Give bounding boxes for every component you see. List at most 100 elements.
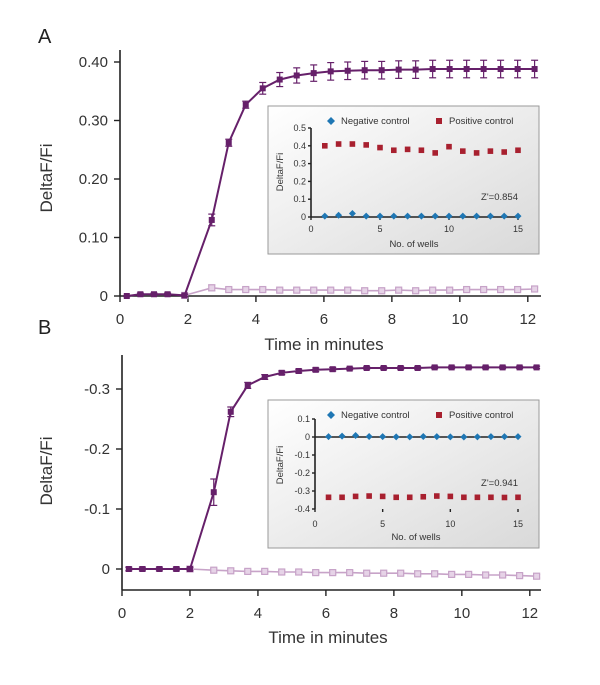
- panel-a-inset-negative-control-point: [445, 212, 453, 220]
- panel-a-y-tick-label: 0: [100, 288, 108, 305]
- panel-a-letter: A: [38, 26, 52, 48]
- panel-a-negative-control-point: [497, 285, 505, 294]
- panel-a-positive-control-point: [395, 66, 402, 73]
- panel-a-inset-positive-control-point: [391, 147, 397, 154]
- panel-a-positive-control-point: [310, 70, 317, 77]
- panel-a-x-tick-label: 8: [388, 311, 396, 328]
- panel-a-x-tick-label: 4: [252, 311, 260, 328]
- panel-b-inset-negative-control-point: [460, 433, 468, 441]
- panel-b-inset-negative-control-point: [487, 433, 495, 441]
- panel-b-legend-negative-marker: [327, 411, 335, 419]
- panel-a-inset-positive-control-point: [432, 150, 438, 156]
- panel-a-negative-control-point: [463, 285, 471, 294]
- panel-a-inset-x-tick-label: 5: [377, 224, 382, 234]
- panel-a-inset-x-tick-label: 0: [308, 224, 313, 234]
- panel-b-positive-control-point: [227, 408, 234, 415]
- panel-a-positive-control-point: [276, 76, 283, 83]
- panel-b-negative-control-point: [533, 572, 541, 580]
- panel-a-inset-x-tick-label: 15: [513, 224, 523, 234]
- panel-a-inset-positive-control-point: [515, 147, 521, 154]
- panel-b-inset-positive-control-point: [379, 493, 386, 500]
- panel-a-series: [123, 59, 539, 300]
- panel-b-negative-control-point: [414, 570, 422, 578]
- panel-a-x-tick-label: 10: [451, 311, 468, 328]
- panel-b-positive-control-point: [414, 365, 421, 371]
- panel-b-letter: B: [38, 317, 51, 339]
- panel-b-inset-positive-control-point: [461, 494, 467, 501]
- panel-b: B 0 2 4 6 8 10 12 0 -0.1 -0.2 -0.3 Time in minutes…: [37, 317, 541, 647]
- panel-b-inset-x-tick-label: 15: [513, 519, 523, 529]
- panel-b-positive-control-point: [125, 566, 132, 572]
- panel-b-positive-control-point: [380, 365, 387, 371]
- panel-b-positive-control-point: [499, 364, 506, 371]
- panel-b-ticks: [116, 388, 531, 596]
- panel-a-negative-control-point: [446, 286, 454, 294]
- panel-a-negative-control-point: [259, 285, 267, 294]
- panel-b-positive-control-point: [312, 366, 319, 373]
- panel-b-inset-y-tick-label: -0.1: [294, 450, 310, 460]
- panel-b-x-tick-label: 2: [186, 605, 194, 622]
- panel-a-negative-control-point: [344, 286, 352, 294]
- panel-a-negative-control-point: [514, 285, 522, 294]
- panel-b-negative-control-point: [431, 570, 439, 578]
- panel-b-positive-control-point: [329, 366, 336, 373]
- panel-a-inset-y-tick-label: 0.4: [293, 141, 306, 151]
- panel-b-x-tick-label: 4: [254, 605, 262, 622]
- panel-a-negative-control-point: [378, 287, 386, 295]
- panel-b-y-tick-label: 0: [102, 561, 110, 578]
- panel-b-inset-y-tick-label: -0.3: [294, 486, 310, 496]
- panel-b-negative-control-point: [210, 566, 218, 574]
- panel-a-inset-positive-control-point: [460, 148, 466, 154]
- panel-a-inset-x-tick-label: 10: [444, 224, 454, 234]
- panel-b-inset-negative-control-point: [379, 433, 387, 441]
- panel-b-inset: 0 5 10 150.10-0.1-0.2-0.3-0.4 No. of wells …: [267, 399, 540, 549]
- panel-b-positive-control-point: [516, 364, 523, 371]
- panel-a-legend-positive-marker: [436, 118, 442, 124]
- panel-a-positive-control-point: [514, 66, 521, 73]
- panel-a-negative-control-point: [361, 287, 369, 295]
- panel-b-inset-x-axis-title: No. of wells: [391, 532, 440, 543]
- panel-a-positive-control-point: [531, 66, 538, 73]
- panel-b-negative-control-point: [312, 568, 320, 577]
- panel-b-inset-negative-control-point: [352, 432, 360, 440]
- panel-b-inset-positive-control-point: [447, 493, 454, 500]
- panel-b-inset-positive-control-point: [339, 494, 345, 501]
- panel-a-inset-negative-control-point: [404, 212, 412, 220]
- panel-a-x-tick-label: 2: [184, 311, 192, 328]
- panel-a-positive-control-point: [446, 66, 453, 73]
- panel-a-positive-control-point: [429, 66, 436, 73]
- panel-a-positive-control-point: [242, 101, 249, 108]
- panel-b-inset-positive-control-point: [406, 494, 413, 501]
- panel-a-positive-control-point: [259, 85, 266, 92]
- panel-b-inset-negative-control-point: [325, 433, 333, 441]
- panel-b-inset-negative-control-point: [433, 433, 441, 441]
- panel-a-positive-control-point: [137, 291, 144, 298]
- panel-a-negative-control-point: [293, 286, 301, 294]
- panel-b-negative-control-point: [363, 569, 371, 577]
- panel-b-inset-negative-control-point: [406, 433, 414, 441]
- panel-b-inset-y-tick-label: 0.1: [297, 414, 310, 424]
- panel-a-x-tick-label: 0: [116, 311, 124, 328]
- panel-b-inset-z-factor: Z'=0.941: [481, 478, 518, 489]
- panel-a-inset-negative-control-point: [473, 212, 481, 220]
- panel-b-inset-points: [325, 432, 522, 501]
- panel-b-negative-control-point: [465, 570, 473, 579]
- panel-b-inset-negative-control-point: [473, 433, 481, 441]
- panel-a-positive-control-point: [327, 68, 334, 75]
- panel-a-inset-z-factor: Z'=0.854: [481, 192, 518, 203]
- panel-b-positive-control-point: [173, 566, 180, 572]
- panel-b-inset-negative-control-point: [419, 432, 427, 440]
- panel-b-inset-negative-control-point: [392, 433, 400, 441]
- panel-b-inset-x-tick-label: 5: [380, 519, 385, 529]
- panel-a-positive-control-point: [378, 67, 385, 74]
- panel-a-y-tick-label: 0.20: [79, 171, 108, 188]
- panel-b-inset-positive-control-point: [434, 493, 440, 499]
- panel-a-negative-control-point: [412, 287, 420, 295]
- panel-b-negative-control-point: [346, 568, 354, 577]
- panel-a-inset: 0 5 10 15 0 0.1 0.2 0.3 0.4 0.5 No. of wells Delt…: [267, 105, 540, 255]
- panel-b-tick-labels: 0 2 4 6 8 10 12 0 -0.1 -0.2 -0.3: [84, 381, 538, 622]
- panel-a-positive-control-point: [225, 139, 232, 146]
- panel-a-inset-positive-control-point: [446, 143, 452, 150]
